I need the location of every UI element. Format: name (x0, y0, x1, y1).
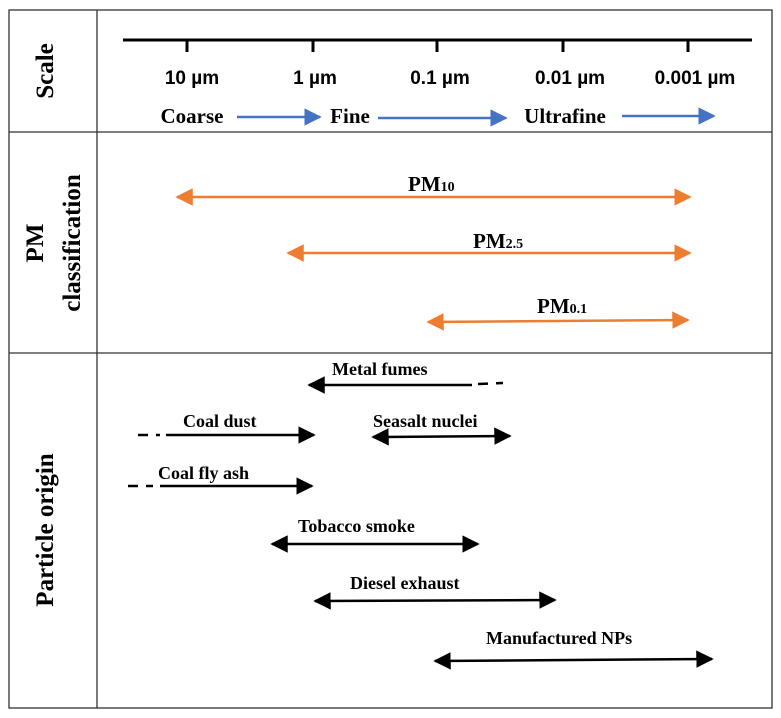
row-label-pm-line2: classification (59, 174, 86, 312)
category-ultrafine: Ultrafine (524, 104, 606, 128)
diesel-arrow (313, 591, 557, 610)
nps-arrow (433, 650, 714, 670)
pm01-label-base: PM (537, 294, 570, 318)
pm10-label-base: PM (408, 172, 441, 196)
origin-nps-label: Manufactured NPs (486, 628, 632, 648)
origin-seasalt-label: Seasalt nuclei (373, 411, 478, 431)
table-border (8, 9, 773, 709)
pm10-label-sub: 10 (441, 180, 455, 195)
scale-tick-label: 0.1 µm (410, 68, 470, 89)
row-label-scale: Scale (32, 43, 59, 99)
seasalt-arrow (371, 427, 512, 446)
scale-tick-label: 0.001 µm (655, 68, 736, 89)
pm01-label-sub: 0.1 (570, 302, 588, 317)
table-grid (8, 9, 773, 709)
origin-diesel-label: Diesel exhaust (350, 573, 460, 593)
metal-fumes-dashed-extension (477, 381, 504, 386)
pm25-label-sub: 2.5 (506, 237, 524, 252)
scale-tick-label: 10 µm (165, 68, 219, 89)
origin-coal-fly-ash-label: Coal fly ash (158, 463, 249, 483)
scale-axis (123, 38, 752, 52)
origin-coal-dust-label: Coal dust (183, 411, 257, 431)
origin-tobacco-label: Tobacco smoke (298, 516, 415, 536)
pm25-label-base: PM (473, 229, 506, 253)
pm25-label: PM2.5 (473, 229, 523, 253)
category-coarse: Coarse (161, 104, 224, 128)
row-label-pm-line1: PM (22, 224, 49, 263)
origin-metal-fumes-label: Metal fumes (332, 359, 427, 379)
pm01-range-arrow (426, 311, 690, 331)
scale-tick-label: 1 µm (293, 68, 337, 89)
scale-tick-label: 0.01 µm (535, 68, 605, 89)
row-label-particle-origin: Particle origin (32, 453, 59, 607)
pm01-label: PM0.1 (537, 294, 587, 318)
pm10-label: PM10 (408, 172, 455, 196)
category-fine: Fine (330, 104, 370, 128)
